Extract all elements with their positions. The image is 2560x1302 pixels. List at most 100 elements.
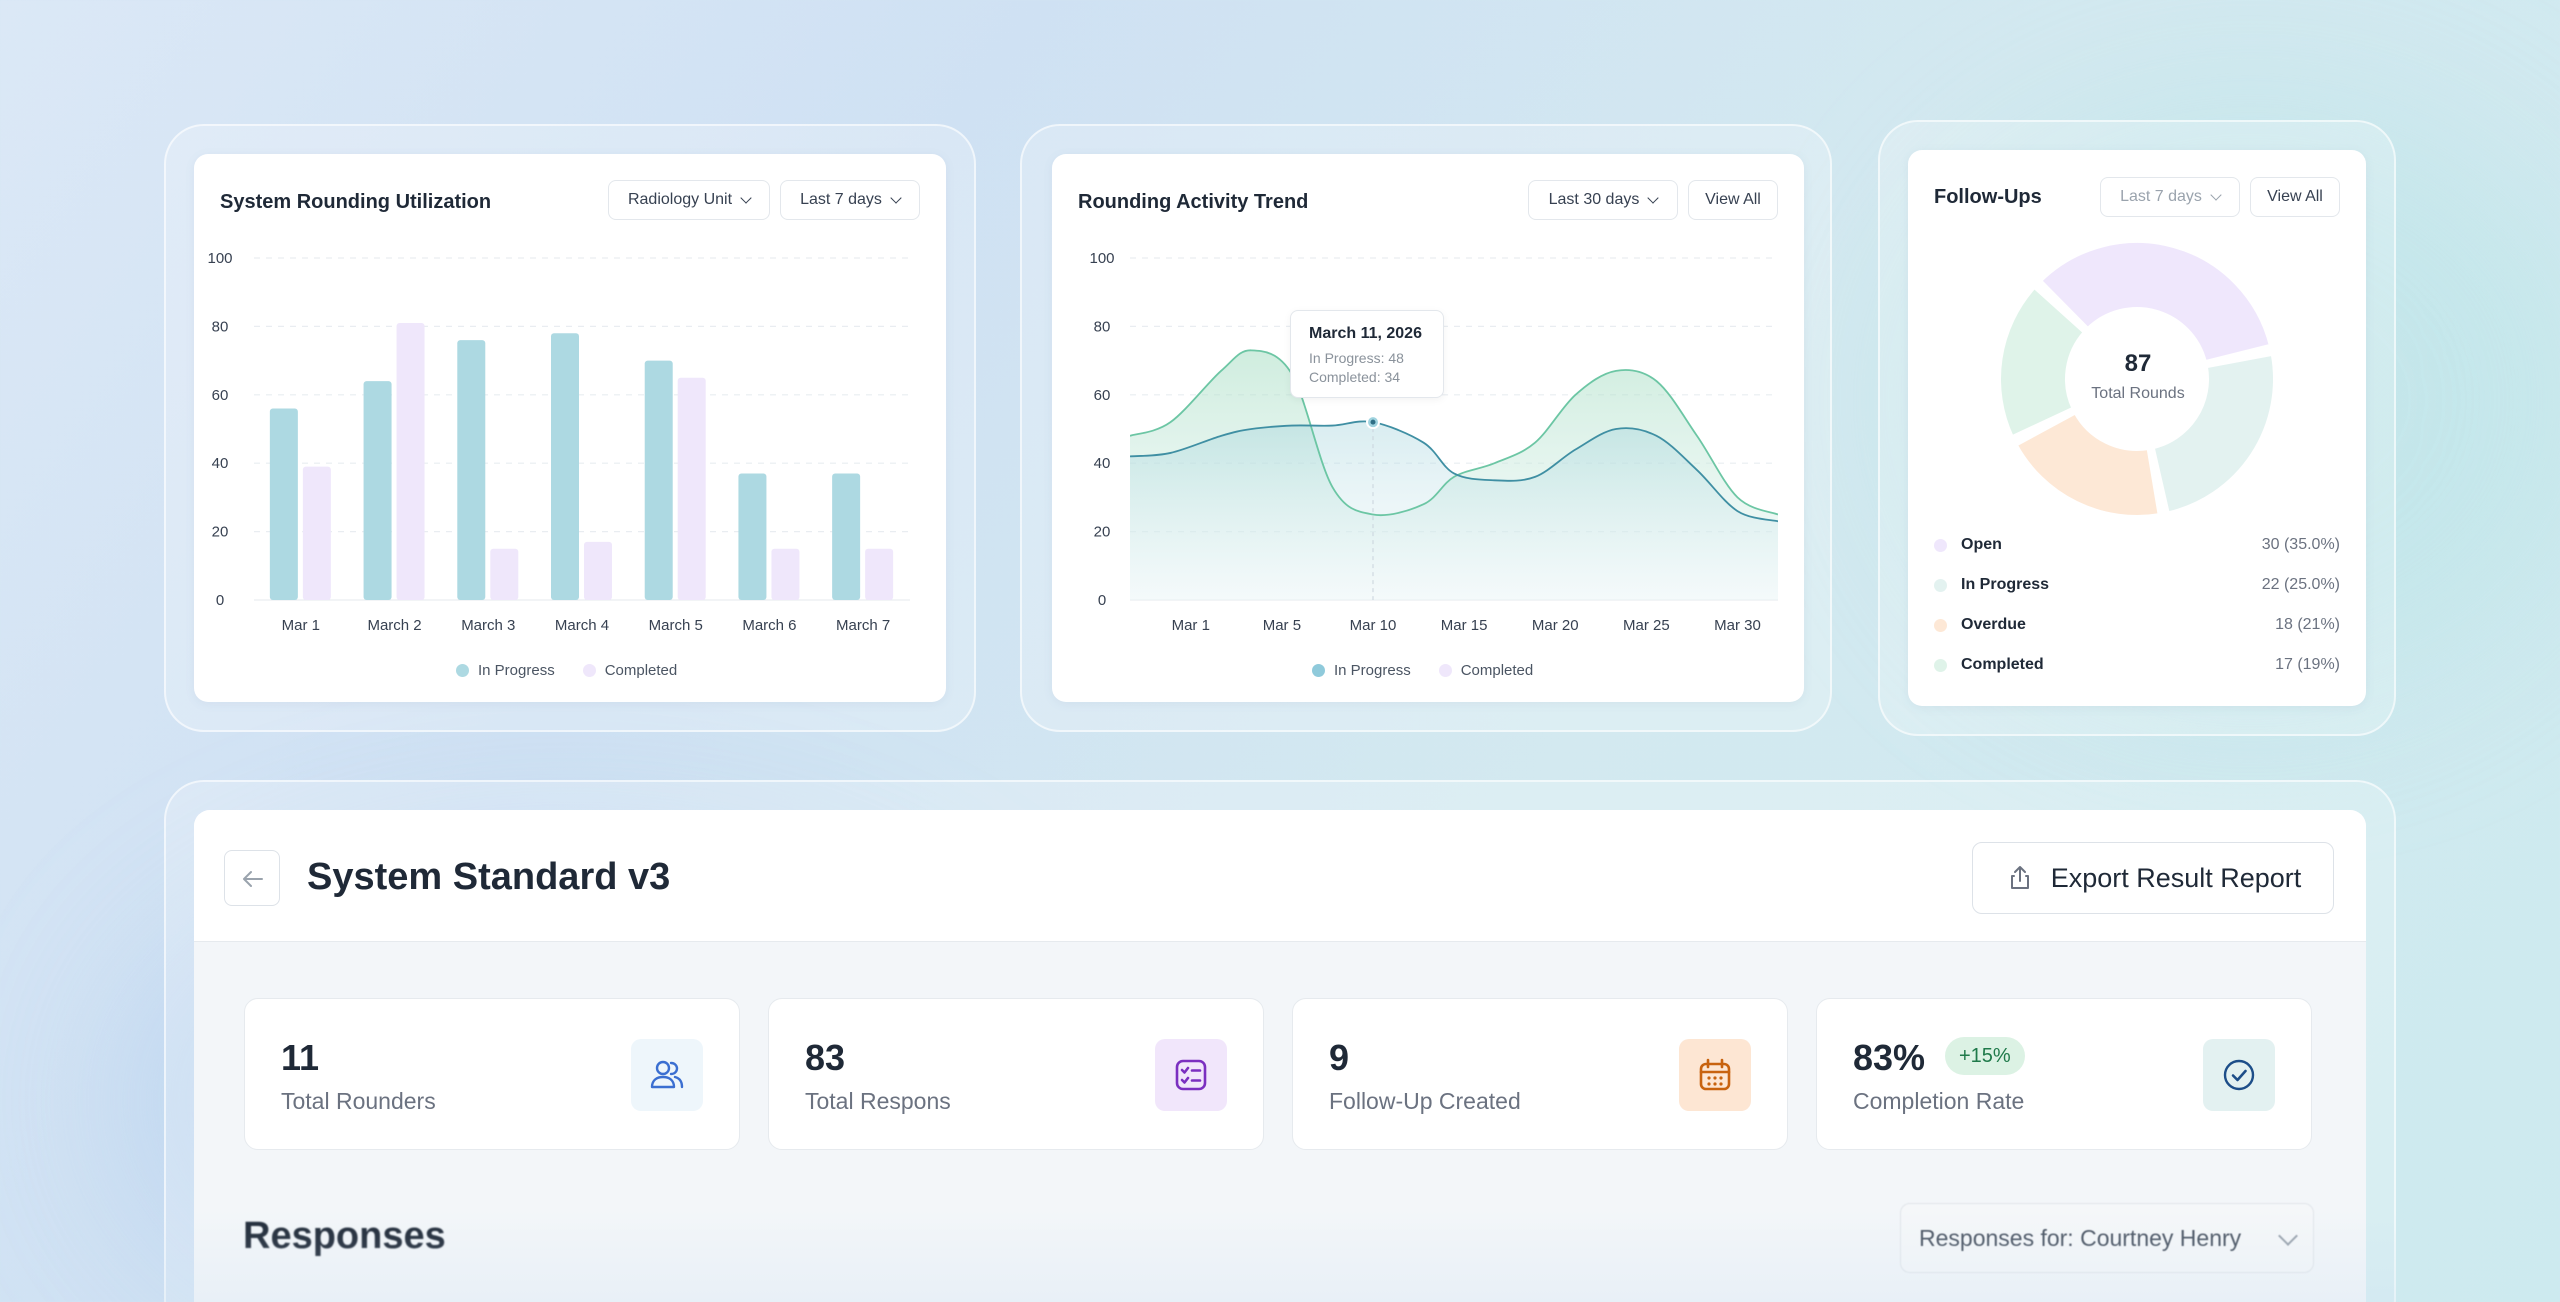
legend-row-in-progress: In Progress 22 (25.0%): [1934, 573, 2340, 597]
stat-label: Follow-Up Created: [1329, 1088, 1521, 1114]
unit-filter-dropdown[interactable]: Radiology Unit: [608, 180, 770, 220]
legend-swatch-overdue: [1934, 618, 1947, 632]
legend-row-overdue: Overdue 18 (21%): [1934, 613, 2340, 637]
y-tick-label: 20: [1094, 524, 1111, 541]
tooltip-completed: Completed: 34: [1309, 369, 1401, 385]
legend-value: 17 (19%): [2275, 656, 2340, 673]
range-filter-dropdown[interactable]: Last 30 days: [1528, 180, 1678, 220]
bar-in-progress[interactable]: [644, 360, 673, 600]
legend-swatch-in-progress: [1312, 664, 1325, 677]
y-tick-label: 60: [212, 387, 229, 404]
legend-label: In Progress: [478, 662, 555, 679]
legend-swatch-completed: [582, 664, 596, 677]
bar-completed[interactable]: [584, 541, 612, 600]
bar-completed[interactable]: [302, 466, 331, 600]
x-tick-label: Mar 1: [1172, 617, 1210, 634]
calendar-icon: [1699, 1058, 1731, 1091]
followups-donut-chart: [1997, 239, 2277, 519]
card-title: Follow-Ups: [1934, 186, 2042, 208]
bar-in-progress[interactable]: [551, 333, 579, 600]
stat-icon-box: [1679, 1039, 1751, 1111]
y-tick-label: 100: [207, 250, 232, 267]
stat-label: Total Rounders: [281, 1088, 436, 1114]
range-filter-dropdown[interactable]: Last 7 days: [780, 180, 920, 220]
donut-slice-in-progress[interactable]: [2150, 351, 2277, 516]
plot-area: [1130, 349, 1778, 600]
series-completed-line[interactable]: [1130, 349, 1778, 517]
bar-completed[interactable]: [396, 322, 425, 600]
back-button[interactable]: [224, 850, 280, 906]
bar-in-progress[interactable]: [269, 408, 298, 600]
x-tick-label: March 2: [367, 617, 421, 634]
upload-icon: [2010, 866, 2029, 889]
y-tick-label: 40: [212, 455, 229, 472]
dropdown-label: Last 7 days: [2120, 188, 2202, 205]
legend-label: Overdue: [1961, 616, 2026, 633]
series-in-progress-area: [1130, 421, 1778, 600]
checklist-icon: [1175, 1059, 1207, 1091]
donut-slice-open[interactable]: [2037, 239, 2274, 365]
donut-center-value: 87: [2124, 350, 2152, 377]
bar-completed[interactable]: [771, 548, 800, 600]
chart-legend: In Progress Completed: [456, 662, 677, 679]
view-all-button[interactable]: View All: [1688, 180, 1778, 220]
dropdown-label: Responses for: Courtney Henry: [1919, 1224, 2242, 1251]
x-tick-label: March 5: [649, 617, 703, 634]
legend-label: Completed: [604, 662, 678, 679]
y-tick-label: 80: [212, 318, 229, 335]
donut-slice-completed[interactable]: [1997, 283, 2088, 440]
legend-value: 30 (35.0%): [2261, 536, 2340, 553]
donut-slice-overdue[interactable]: [2012, 409, 2163, 519]
x-tick-label: March 7: [836, 617, 890, 634]
bar-in-progress[interactable]: [832, 473, 861, 600]
bar-in-progress[interactable]: [738, 473, 767, 600]
y-tick-label: 40: [1094, 455, 1111, 472]
series-in-progress-line[interactable]: [1130, 420, 1778, 523]
bar-completed[interactable]: [865, 548, 894, 600]
export-report-button[interactable]: Export Result Report: [1972, 842, 2334, 914]
bar-in-progress[interactable]: [457, 340, 486, 600]
stat-label: Total Respons: [805, 1088, 951, 1114]
x-tick-label: March 4: [555, 617, 609, 634]
view-all-button[interactable]: View All: [2250, 177, 2340, 217]
dropdown-label: Last 7 days: [800, 191, 882, 208]
chevron-down-icon: [2210, 189, 2222, 201]
bar-completed[interactable]: [490, 548, 519, 600]
utilization-card: System Rounding Utilization Radiology Un…: [194, 154, 946, 702]
bar-completed[interactable]: [677, 377, 706, 600]
legend-swatch-in-progress: [1934, 578, 1947, 592]
x-tick-label: Mar 30: [1714, 617, 1761, 634]
legend-row-open: Open 30 (35.0%): [1934, 533, 2340, 557]
chevron-down-icon: [2278, 1226, 2298, 1246]
check-circle-icon: [2223, 1059, 2255, 1091]
tooltip-date: March 11, 2026: [1309, 325, 1422, 342]
tooltip-in-progress: In Progress: 48: [1309, 350, 1404, 366]
button-label: Export Result Report: [2050, 862, 2302, 893]
legend-label: In Progress: [1961, 576, 2050, 593]
stat-icon-box: [1155, 1039, 1227, 1111]
bar-in-progress[interactable]: [363, 381, 392, 600]
range-filter-dropdown[interactable]: Last 7 days: [2100, 177, 2240, 217]
chart-legend: In Progress Completed: [1312, 662, 1533, 679]
stat-value: 11: [281, 1037, 320, 1078]
x-tick-label: Mar 1: [282, 617, 320, 634]
stat-card-completion-rate: 83% +15% Completion Rate: [1816, 998, 2312, 1150]
stat-card-total-responses: 83 Total Respons: [768, 998, 1264, 1150]
legend-label: Completed: [1961, 656, 2044, 673]
legend-row-completed: Completed 17 (19%): [1934, 653, 2340, 677]
y-tick-label: 0: [216, 592, 224, 609]
donut-center-label: Total Rounds: [2091, 385, 2185, 402]
x-tick-label: Mar 5: [1263, 617, 1301, 634]
card-title: System Rounding Utilization: [220, 191, 492, 213]
chart-tooltip: March 11, 2026 In Progress: 48 Completed…: [1290, 310, 1444, 398]
stat-icon-box: [2203, 1039, 2275, 1111]
change-badge: +15%: [1945, 1037, 2025, 1075]
legend-label: Completed: [1460, 662, 1534, 679]
stat-value: 9: [1329, 1037, 1350, 1078]
responses-filter-dropdown[interactable]: Responses for: Courtney Henry: [1900, 1203, 2314, 1273]
y-tick-label: 80: [1094, 318, 1111, 335]
stat-label: Completion Rate: [1853, 1088, 2025, 1114]
y-tick-label: 0: [1098, 592, 1106, 609]
stat-icon-box: [631, 1039, 703, 1111]
trend-card: Rounding Activity Trend Last 30 days Vie…: [1052, 154, 1804, 702]
